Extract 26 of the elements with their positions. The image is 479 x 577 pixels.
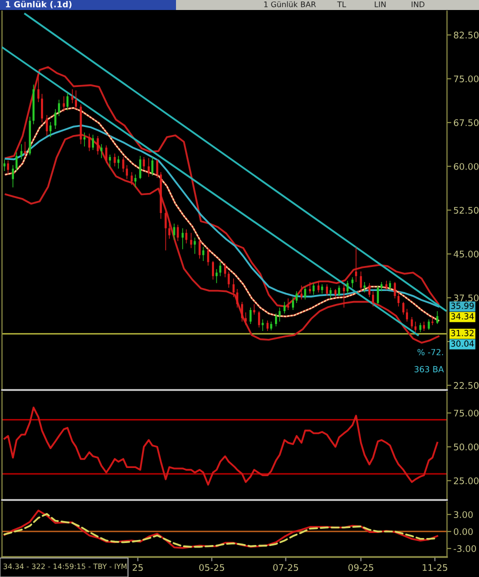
y-tick-label: -3.00 xyxy=(454,545,476,552)
x-tick-label: 11-25 xyxy=(422,564,448,571)
text: 34.34 xyxy=(451,313,474,320)
y-tick-label: 22.50 xyxy=(454,382,478,389)
x-tick-label: 25 xyxy=(132,564,143,571)
text: 30.04 xyxy=(451,340,474,347)
y-tick-label: 37.50 xyxy=(454,294,478,302)
data-label: 35.99 xyxy=(451,302,474,309)
ref-line-label: 31.32 xyxy=(451,330,474,336)
y-tick-label: 67.50 xyxy=(454,119,478,126)
y-tick-label: 25.00 xyxy=(454,477,478,484)
y-tick-label: 75.00 xyxy=(454,410,478,417)
y-tick-label: 50.00 xyxy=(454,444,478,450)
x-tick-label: 07-25 xyxy=(273,564,298,571)
y-tick-label: 60.00 xyxy=(454,163,478,170)
y-tick-label: 3.00 xyxy=(454,511,473,518)
x-tick-label: 05-25 xyxy=(199,564,224,571)
y-tick-label: 0.00 xyxy=(454,528,473,536)
y-tick-label: 75.00 xyxy=(454,75,478,82)
x-tick-label: 09-25 xyxy=(348,564,374,571)
y-tick-label: 82.50 xyxy=(454,32,478,38)
annotation: 363 BA xyxy=(414,366,444,372)
y-tick-label: 52.50 xyxy=(454,206,478,214)
chart-title: 1 Günlük (.1d) xyxy=(6,0,72,8)
annotation: % -72. xyxy=(418,348,443,356)
y-tick-label: 45.00 xyxy=(454,250,478,258)
